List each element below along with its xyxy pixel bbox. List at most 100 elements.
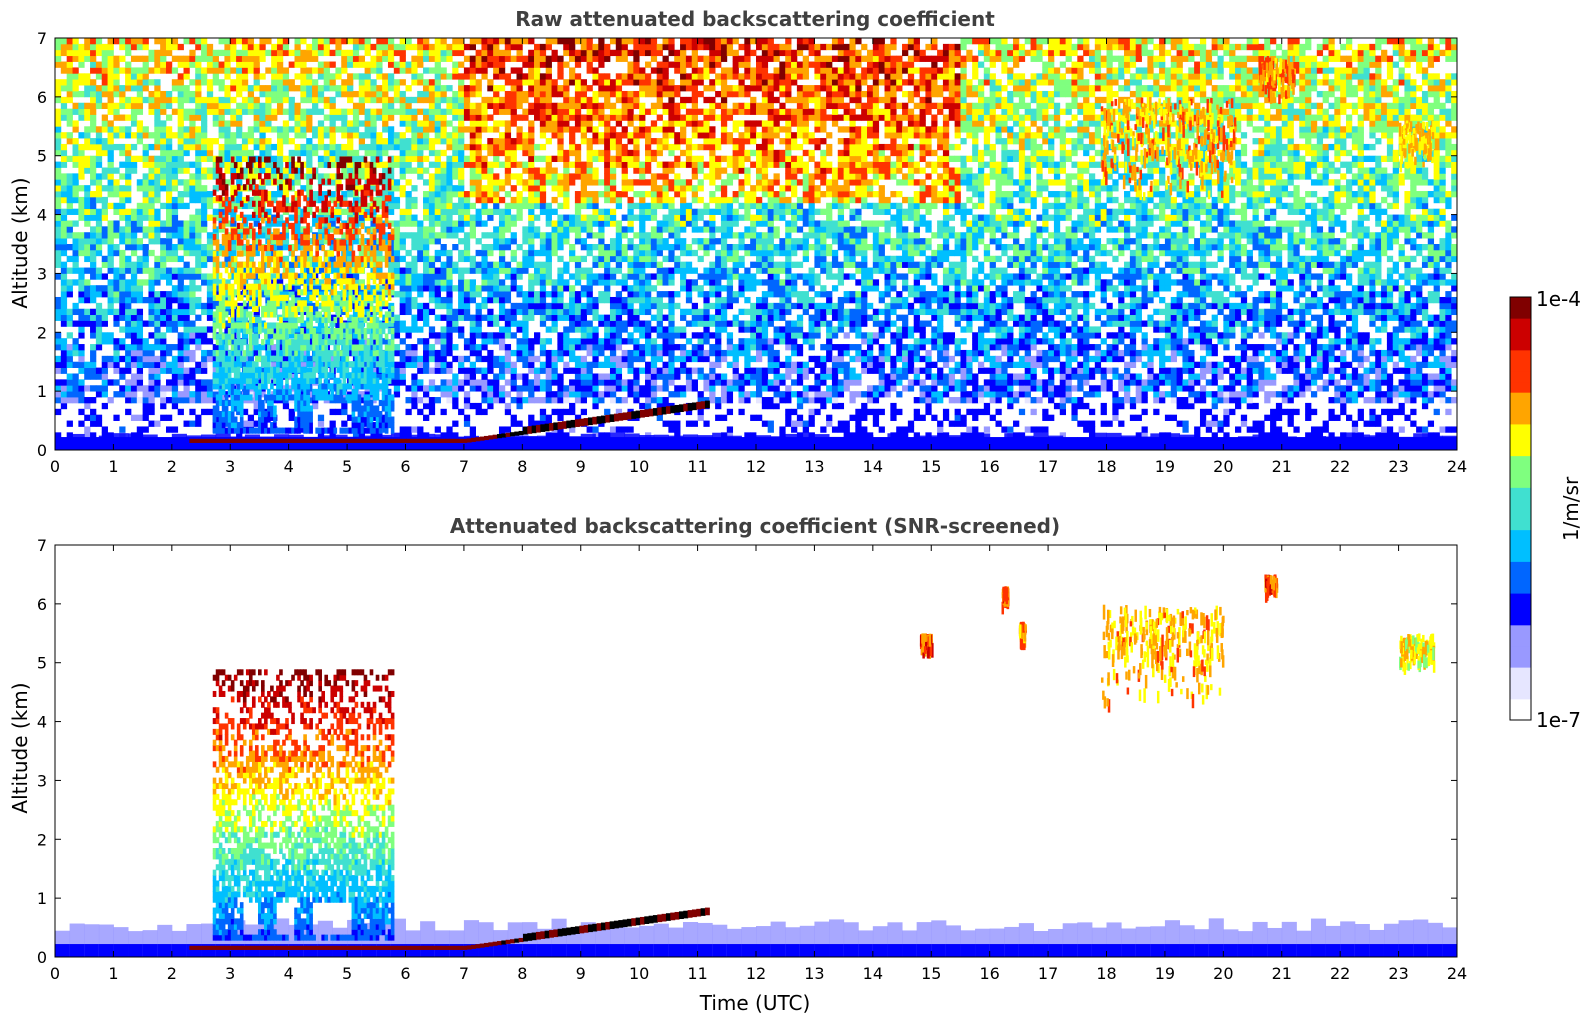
heatmap-cell	[510, 67, 517, 74]
heatmap-cell	[463, 255, 471, 263]
heatmap-cell	[446, 314, 453, 321]
heatmap-cell	[580, 85, 587, 92]
heatmap-cell	[72, 302, 79, 310]
heatmap-cell	[177, 244, 184, 251]
heatmap-cell	[183, 349, 190, 357]
heatmap-cell	[271, 349, 278, 357]
heatmap-cell	[218, 67, 225, 74]
heatmap-cell	[522, 349, 529, 357]
heatmap-cell	[84, 202, 91, 210]
heatmap-cell	[557, 220, 564, 227]
heatmap-cell	[452, 267, 459, 274]
heatmap-cell	[276, 161, 284, 168]
heatmap-cell	[206, 149, 214, 157]
heatmap-cell	[510, 85, 517, 92]
heatmap-cell	[574, 361, 582, 368]
heatmap-cell	[300, 85, 307, 92]
heatmap-cell	[177, 132, 184, 139]
heatmap-cell	[557, 373, 564, 380]
heatmap-cell	[259, 326, 266, 333]
heatmap-cell	[206, 349, 214, 357]
heatmap-cell	[160, 308, 167, 316]
heatmap-cell	[84, 244, 91, 251]
heatmap-cell	[405, 120, 412, 127]
heatmap-cell	[469, 344, 476, 351]
heatmap-cell	[55, 332, 62, 339]
heatmap-cell	[66, 255, 73, 263]
heatmap-cell	[66, 96, 73, 104]
heatmap-cell	[592, 79, 599, 86]
heatmap-cell	[510, 114, 517, 121]
heatmap-cell	[516, 43, 523, 51]
heatmap-cell	[609, 379, 617, 386]
heatmap-cell	[341, 114, 348, 121]
heatmap-cell	[130, 96, 138, 104]
heatmap-cell	[639, 320, 646, 327]
heatmap-cell	[452, 308, 459, 316]
heatmap-cell	[84, 90, 91, 98]
heatmap-cell	[411, 114, 418, 121]
heatmap-cell	[95, 285, 103, 292]
heatmap-cell	[452, 138, 459, 145]
heatmap-cell	[475, 214, 482, 221]
heatmap-cell	[107, 397, 114, 404]
heatmap-cell	[183, 220, 190, 227]
heatmap-cell	[189, 238, 196, 245]
heatmap-cell	[458, 308, 465, 316]
heatmap-cell	[352, 73, 360, 80]
heatmap-cell	[522, 55, 529, 62]
heatmap-cell	[551, 185, 558, 192]
heatmap-cell	[236, 67, 243, 74]
heatmap-cell	[183, 373, 190, 380]
heatmap-cell	[487, 397, 494, 404]
heatmap-cell	[119, 143, 126, 151]
heatmap-cell	[206, 291, 214, 298]
heatmap-cell	[195, 79, 202, 86]
heatmap-cell	[341, 38, 348, 45]
heatmap-cell	[633, 397, 640, 404]
heatmap-cell	[107, 202, 114, 210]
heatmap-cell	[569, 408, 576, 416]
heatmap-cell	[90, 191, 97, 198]
heatmap-cell	[463, 367, 471, 374]
heatmap-cell	[317, 38, 325, 45]
heatmap-cell	[154, 173, 161, 180]
heatmap-cell	[271, 244, 278, 251]
heatmap-cell	[428, 208, 436, 215]
heatmap-cell	[95, 85, 103, 92]
heatmap-cell	[370, 208, 377, 215]
heatmap-cell	[586, 320, 593, 327]
heatmap-cell	[586, 367, 593, 374]
heatmap-cell	[206, 143, 214, 151]
heatmap-cell	[481, 126, 488, 133]
heatmap-cell	[569, 314, 576, 321]
heatmap-cell	[609, 249, 617, 257]
heatmap-cell	[516, 214, 523, 221]
heatmap-cell	[206, 379, 214, 386]
heatmap-cell	[230, 96, 237, 104]
heatmap-cell	[347, 349, 354, 357]
heatmap-cell	[201, 261, 208, 268]
heatmap-cell	[294, 73, 301, 80]
heatmap-cell	[142, 55, 149, 62]
heatmap-cell	[528, 173, 535, 180]
heatmap-cell	[574, 49, 582, 57]
heatmap-cell	[411, 397, 418, 404]
heatmap-cell	[633, 155, 640, 162]
heatmap-cell	[66, 191, 73, 198]
heatmap-cell	[534, 114, 541, 121]
heatmap-cell	[504, 167, 512, 174]
heatmap-cell	[55, 302, 62, 310]
heatmap-cell	[288, 138, 295, 145]
heatmap-cell	[341, 232, 348, 239]
heatmap-cell	[645, 385, 652, 392]
heatmap-cell	[574, 367, 582, 374]
heatmap-cell	[300, 55, 307, 62]
heatmap-cell	[282, 79, 290, 86]
heatmap-cell	[358, 249, 366, 257]
heatmap-cell	[60, 344, 68, 351]
heatmap-cell	[218, 161, 225, 168]
heatmap-cell	[609, 397, 617, 404]
heatmap-cell	[136, 338, 144, 345]
heatmap-cell	[136, 96, 144, 104]
